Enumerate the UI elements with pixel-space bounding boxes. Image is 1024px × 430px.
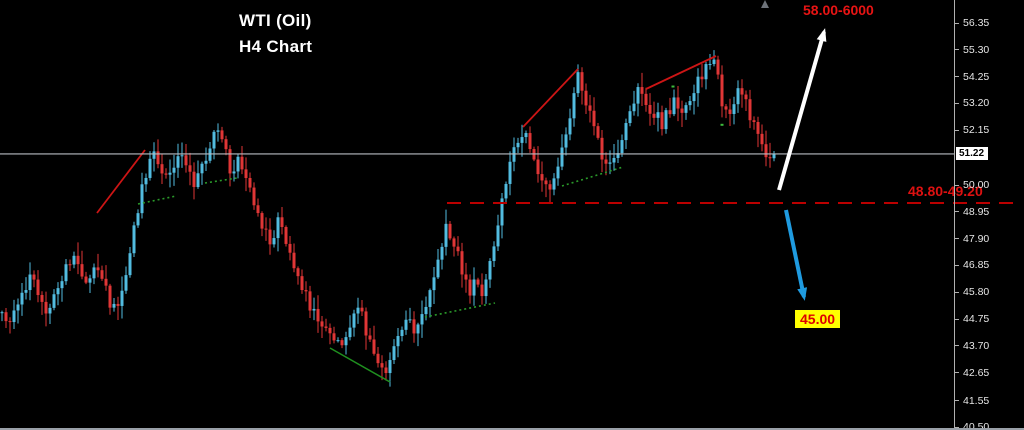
- axis-tick-mark: [955, 211, 959, 213]
- chart-title: WTI (Oil) H4 Chart: [239, 8, 312, 60]
- axis-tick-mark: [955, 264, 959, 266]
- instrument-name: WTI (Oil): [239, 11, 312, 30]
- axis-tick-mark: [955, 22, 959, 24]
- current-price-box: 51.22: [956, 146, 989, 160]
- axis-price-label: 46.85: [963, 259, 990, 272]
- axis-price-label: 47.90: [963, 232, 990, 245]
- axis-price-label: 50.00: [963, 179, 990, 192]
- mouse-cursor: [761, 0, 769, 8]
- window-bottom-border: [0, 428, 1024, 430]
- axis-tick-mark: [955, 291, 959, 293]
- red-trendlines: [96, 55, 717, 214]
- downside-target-label[interactable]: 45.00: [795, 310, 841, 328]
- axis-price-label: 42.65: [963, 366, 990, 379]
- axis-price-label: 48.95: [963, 205, 990, 218]
- green-trendlines: [137, 166, 624, 383]
- axis-price-label: 56.35: [963, 17, 990, 29]
- price-axis[interactable]: 51.22 56.35 55.30 54.25 53.20 52.15 50.00 48.9…: [954, 0, 1024, 430]
- candles-layer: [0, 50, 776, 387]
- axis-tick-mark: [955, 372, 959, 374]
- axis-price-label: 54.25: [963, 70, 990, 83]
- axis-tick-mark: [955, 49, 959, 51]
- axis-price-label: 55.30: [963, 43, 990, 56]
- axis-tick-mark: [955, 76, 959, 78]
- axis-price-label: 45.80: [963, 286, 990, 299]
- axis-tick-mark: [955, 400, 959, 402]
- support-zone-label[interactable]: 48.80-49.20: [908, 183, 983, 199]
- axis-tick-mark: [955, 426, 959, 428]
- upside-target-label[interactable]: 58.00-6000: [803, 2, 874, 18]
- axis-price-label: 44.75: [963, 313, 990, 326]
- forecast-arrows[interactable]: [777, 28, 827, 301]
- axis-tick-mark: [955, 102, 959, 104]
- up-arrow[interactable]: [777, 28, 827, 191]
- axis-tick-mark: [955, 318, 959, 320]
- timeframe-label: H4 Chart: [239, 37, 313, 56]
- axis-tick-mark: [955, 238, 959, 240]
- axis-price-label: 41.55: [963, 394, 990, 407]
- axis-price-label: 40.50: [963, 421, 990, 430]
- down-arrow[interactable]: [784, 209, 808, 301]
- axis-tick-mark: [955, 184, 959, 186]
- axis-tick-mark: [955, 129, 959, 131]
- axis-price-label: 43.70: [963, 339, 990, 352]
- axis-price-label: 52.15: [963, 124, 990, 137]
- axis-tick-mark: [955, 345, 959, 347]
- axis-price-label: 53.20: [963, 97, 990, 110]
